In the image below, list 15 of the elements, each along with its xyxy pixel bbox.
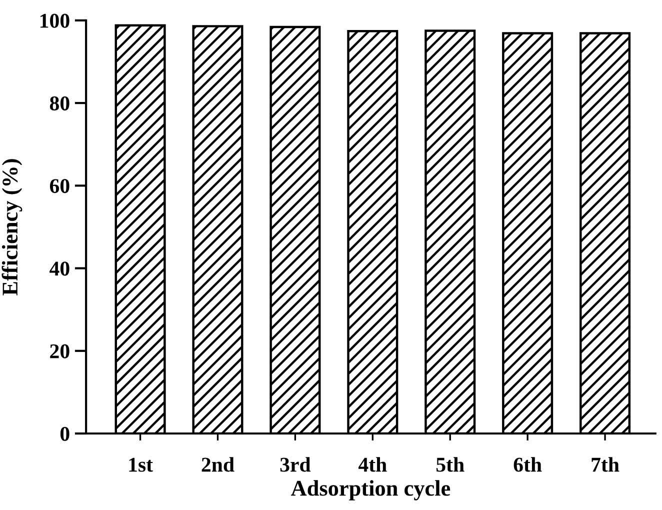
y-tick-label: 0 — [60, 426, 70, 441]
x-tick-label: 6th — [514, 457, 542, 472]
x-tick-label: 7th — [592, 457, 620, 472]
x-tick-label: 5th — [436, 457, 464, 472]
x-axis-title: Adsorption cycle — [291, 480, 450, 500]
y-tick-label: 20 — [50, 344, 70, 358]
y-tick-label: 100 — [40, 14, 70, 28]
y-axis-title: Efficiency (%) — [2, 159, 22, 296]
x-tick-label: 3rd — [280, 457, 311, 472]
y-tick-label: 80 — [50, 96, 70, 110]
y-tick-label: 40 — [50, 262, 70, 276]
x-tick-label: 2nd — [202, 457, 234, 472]
x-tick-label: 1st — [129, 458, 153, 472]
y-tick-label: 60 — [50, 179, 70, 194]
x-tick-label: 4th — [358, 457, 387, 472]
